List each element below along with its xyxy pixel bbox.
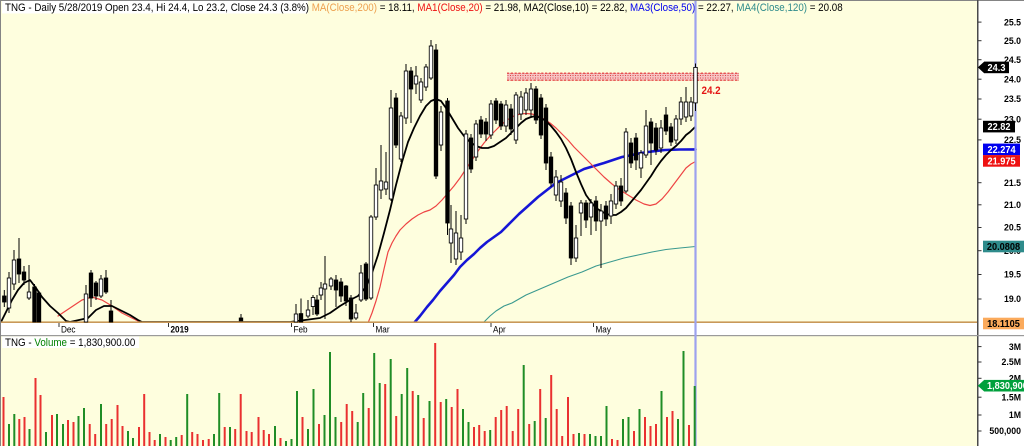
svg-text:Feb: Feb — [294, 324, 308, 335]
svg-text:Apr: Apr — [493, 324, 506, 335]
svg-text:1.5M: 1.5M — [1002, 392, 1021, 402]
svg-text:24.3: 24.3 — [988, 63, 1006, 74]
svg-text:May: May — [595, 324, 611, 335]
svg-text:22.274: 22.274 — [987, 145, 1016, 156]
svg-text:2M: 2M — [1009, 373, 1021, 383]
svg-text:23.0: 23.0 — [1004, 114, 1021, 124]
svg-text:19.0: 19.0 — [1004, 294, 1021, 304]
svg-text:2019: 2019 — [170, 324, 188, 335]
svg-text:18.1105: 18.1105 — [987, 319, 1020, 330]
svg-text:22.5: 22.5 — [1004, 135, 1021, 145]
svg-text:24.5: 24.5 — [1004, 55, 1021, 65]
svg-text:1M: 1M — [1009, 410, 1021, 420]
svg-text:24.0: 24.0 — [1004, 74, 1021, 84]
svg-text:Dec: Dec — [61, 324, 76, 335]
svg-text:25.5: 25.5 — [1004, 17, 1021, 27]
svg-text:22.82: 22.82 — [988, 122, 1011, 133]
svg-text:19.5: 19.5 — [1004, 270, 1021, 280]
svg-text:20.0808: 20.0808 — [987, 242, 1021, 253]
svg-text:24.2: 24.2 — [701, 86, 720, 98]
svg-text:Mar: Mar — [375, 324, 389, 335]
svg-text:23.5: 23.5 — [1004, 94, 1021, 104]
svg-text:21.975: 21.975 — [987, 156, 1016, 167]
svg-text:21.0: 21.0 — [1004, 200, 1021, 210]
svg-text:2.5M: 2.5M — [1002, 357, 1021, 367]
svg-text:500,000: 500,000 — [989, 426, 1021, 436]
svg-text:TNG - Daily 5/28/2019 Open 23.: TNG - Daily 5/28/2019 Open 23.4, Hi 24.4… — [5, 3, 843, 15]
svg-text:1,830,900: 1,830,900 — [987, 381, 1024, 392]
svg-text:25.0: 25.0 — [1004, 36, 1021, 46]
svg-text:3M: 3M — [1009, 342, 1021, 352]
svg-text:20.5: 20.5 — [1004, 222, 1021, 232]
svg-text:TNG - Volume = 1,830,900.00: TNG - Volume = 1,830,900.00 — [5, 337, 135, 349]
svg-text:21.5: 21.5 — [1004, 178, 1021, 188]
